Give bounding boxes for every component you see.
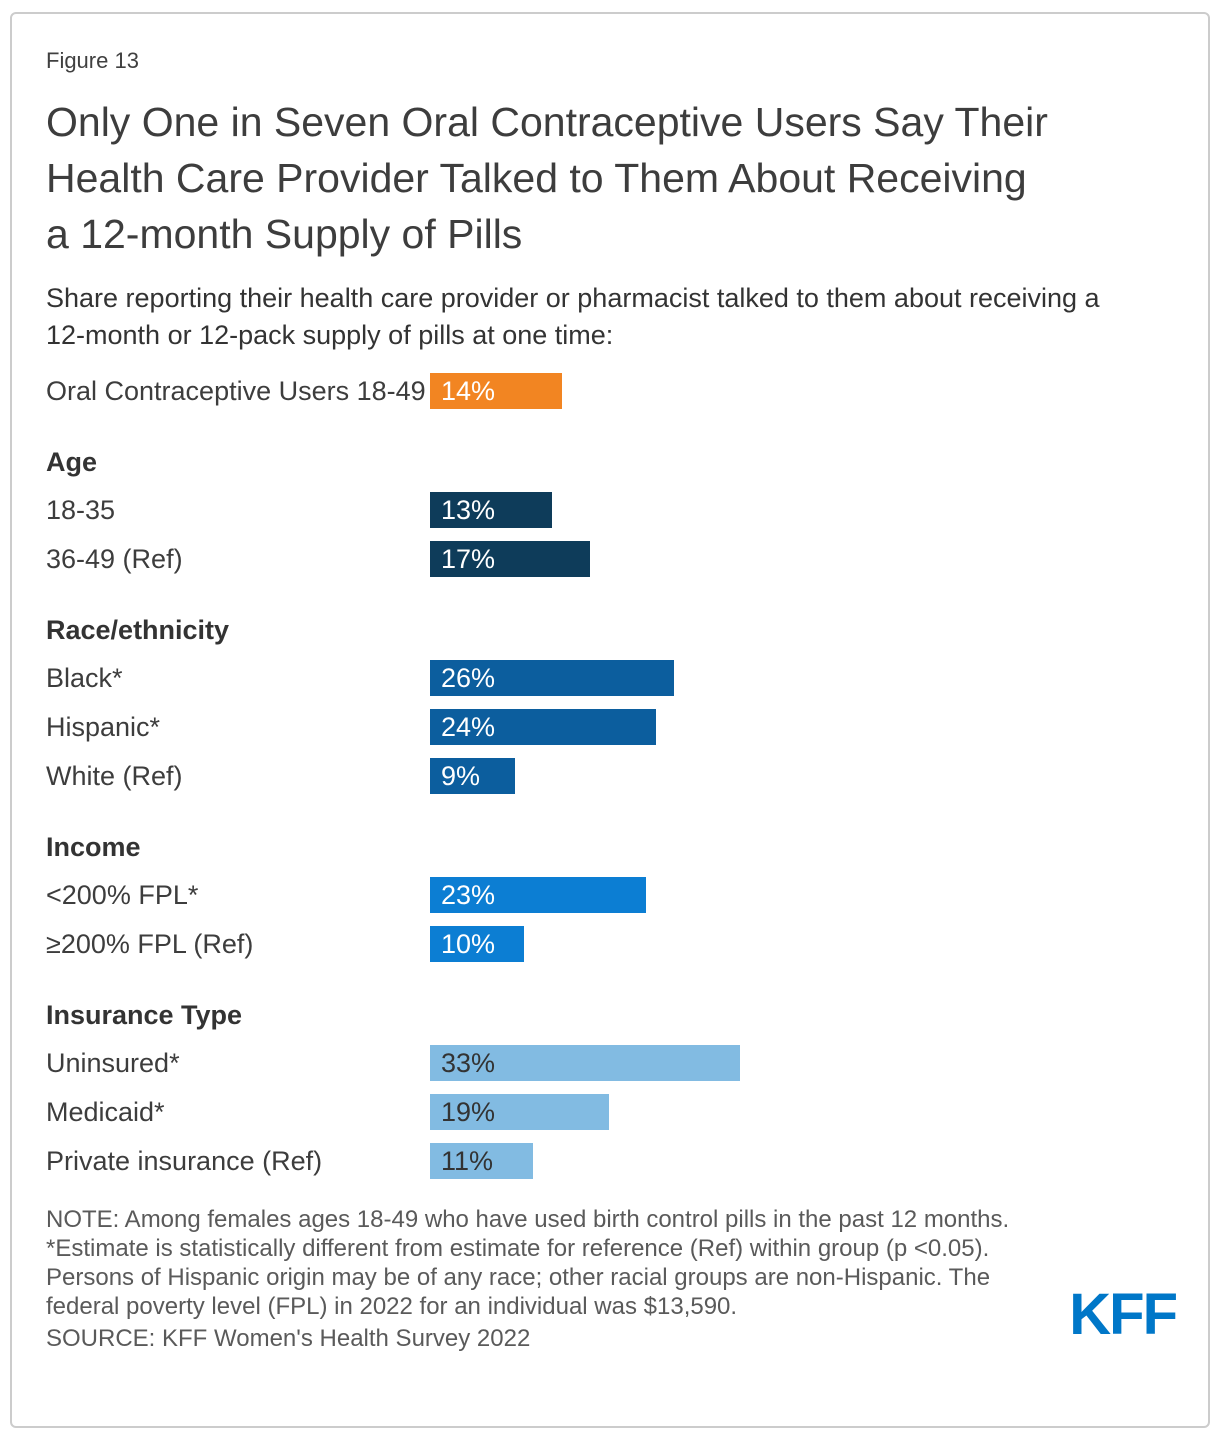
category-label: White (Ref)	[46, 760, 183, 791]
category-label: <200% FPL*	[46, 879, 199, 910]
category-label: Medicaid*	[46, 1096, 165, 1127]
chart-row: <200% FPL* 23%	[46, 877, 1174, 913]
figure-label: Figure 13	[46, 48, 139, 73]
bar-insurance-private: 11%	[430, 1143, 534, 1179]
category-label: Private insurance (Ref)	[46, 1145, 323, 1176]
category-label: Hispanic*	[46, 711, 161, 742]
bar-value-label: 33%	[441, 1047, 496, 1078]
bar-value-label: 19%	[441, 1096, 496, 1127]
page-title: Only One in Seven Oral Contraceptive Use…	[46, 99, 1048, 257]
note-text: NOTE: Among females ages 18-49 who have …	[46, 1206, 1010, 1320]
chart-row: 18-35 13%	[46, 492, 1174, 528]
chart-row: Hispanic* 24%	[46, 709, 1174, 745]
bar-value-label: 13%	[441, 494, 496, 525]
bar-insurance-medicaid: 19%	[430, 1094, 609, 1130]
chart-row: 36-49 (Ref) 17%	[46, 541, 1174, 577]
bar-value-label: 23%	[441, 879, 496, 910]
bar-age-18-35: 13%	[430, 492, 553, 528]
bar-value-label: 17%	[441, 543, 496, 574]
source-text: SOURCE: KFF Women's Health Survey 2022	[46, 1325, 531, 1352]
chart-row: ≥200% FPL (Ref) 10%	[46, 926, 1174, 962]
category-label: Oral Contraceptive Users 18-49	[46, 375, 426, 406]
bar-race-hispanic: 24%	[430, 709, 656, 745]
bar-value-label: 9%	[441, 760, 481, 791]
bar-insurance-uninsured: 33%	[430, 1045, 741, 1081]
category-label: ≥200% FPL (Ref)	[46, 928, 254, 959]
bar-race-white: 9%	[430, 758, 515, 794]
bar-chart: Oral Contraceptive Users 18-49 14% Age 1…	[46, 373, 1174, 1179]
category-label: 36-49 (Ref)	[46, 543, 183, 574]
chart-row: Medicaid* 19%	[46, 1094, 1174, 1130]
kff-logo: KFF	[1069, 1282, 1178, 1347]
chart-row: White (Ref) 9%	[46, 758, 1174, 794]
group-header-age: Age	[46, 447, 98, 477]
group-header-race: Race/ethnicity	[46, 615, 230, 645]
group-header-income: Income	[46, 832, 141, 862]
bar-value-label: 24%	[441, 711, 496, 742]
bar-value-label: 26%	[441, 662, 496, 693]
category-label: Black*	[46, 662, 123, 693]
group-header-insurance: Insurance Type	[46, 1000, 243, 1030]
bar-overall: 14%	[430, 373, 562, 409]
bar-race-black: 26%	[430, 660, 675, 696]
chart-row: Black* 26%	[46, 660, 1174, 696]
bar-value-label: 10%	[441, 928, 496, 959]
bar-value-label: 14%	[441, 375, 496, 406]
bar-age-36-49: 17%	[430, 541, 590, 577]
bar-value-label: 11%	[441, 1145, 494, 1176]
category-label: 18-35	[46, 494, 116, 525]
chart-row: Uninsured* 33%	[46, 1045, 1174, 1081]
bar-income-over-200fpl: 10%	[430, 926, 524, 962]
chart-row: Private insurance (Ref) 11%	[46, 1143, 1174, 1179]
category-label: Uninsured*	[46, 1047, 180, 1078]
figure-card: Figure 13 Only One in Seven Oral Contrac…	[10, 12, 1210, 1428]
chart-subtitle: Share reporting their health care provid…	[46, 283, 1100, 350]
bar-income-under-200fpl: 23%	[430, 877, 647, 913]
chart-row: Oral Contraceptive Users 18-49 14%	[46, 373, 1174, 409]
